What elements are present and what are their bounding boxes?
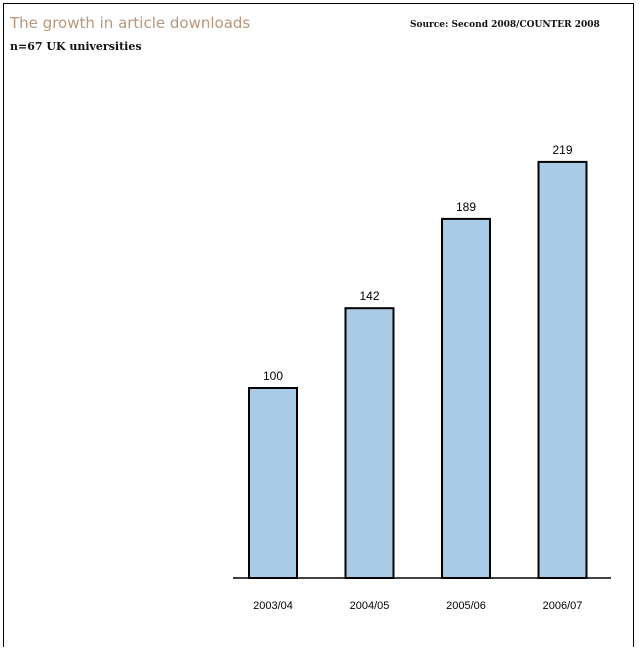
figure-frame <box>3 3 634 647</box>
x-tick-label: 2006/07 <box>543 600 583 612</box>
x-tick-label: 2003/04 <box>253 600 293 612</box>
chart-subtitle: n=67 UK universities <box>10 40 142 53</box>
data-label: 219 <box>552 143 572 157</box>
chart-title: The growth in article downloads <box>10 14 251 32</box>
bars-layer <box>248 160 588 579</box>
x-tick-label: 2005/06 <box>446 600 486 612</box>
bar-2004-05 <box>344 307 395 579</box>
labels-layer: 100 2003/04 142 2004/05 189 2005/06 219 2006/07 <box>253 143 582 612</box>
bar-2005-06 <box>441 217 491 579</box>
data-label: 100 <box>263 369 283 383</box>
x-tick-label: 2004/05 <box>350 600 390 612</box>
bar-2003-04 <box>248 387 298 579</box>
bar-2006-07 <box>537 160 588 579</box>
chart-source: Source: Second 2008/COUNTER 2008 <box>410 20 600 30</box>
data-label: 142 <box>359 289 379 303</box>
data-label: 189 <box>456 200 476 214</box>
